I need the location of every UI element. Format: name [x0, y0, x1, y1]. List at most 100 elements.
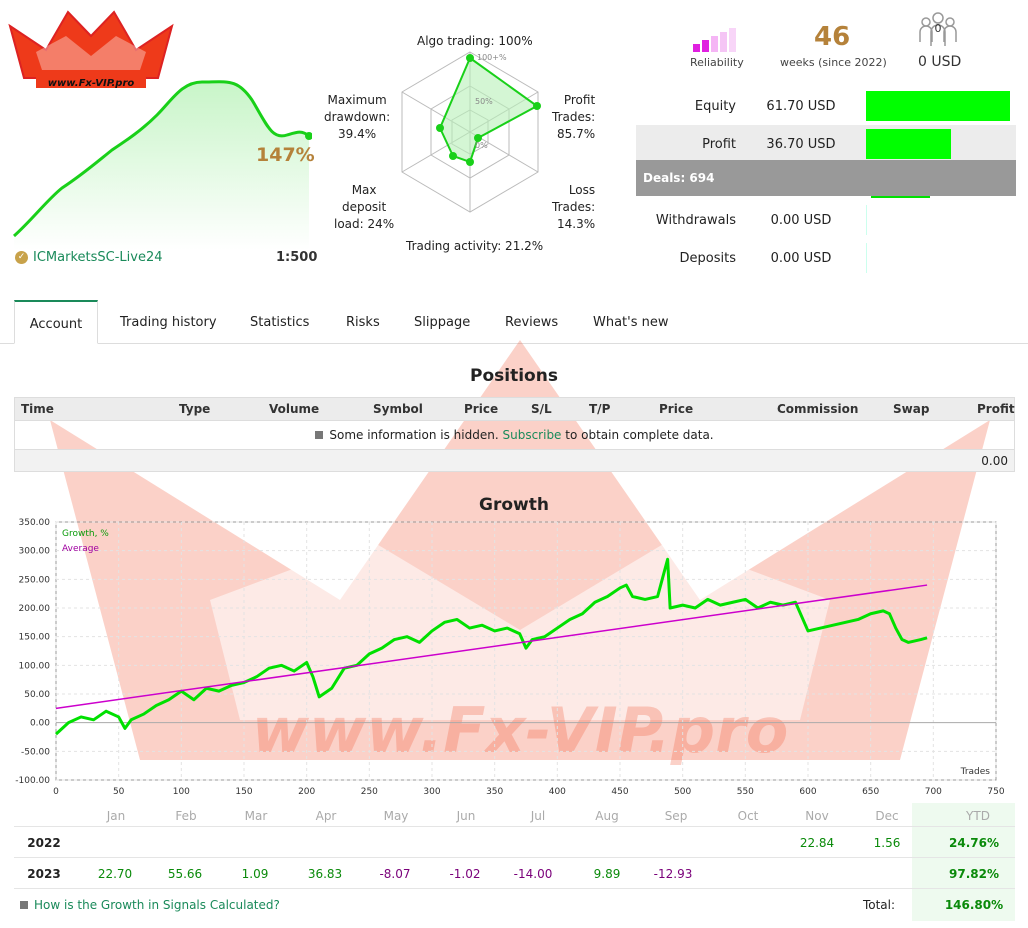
tab-bar: Account Trading history Statistics Risks…: [0, 300, 1028, 344]
weeks-count: 46: [814, 22, 851, 52]
subscribers-funds: 0 USD: [918, 54, 962, 70]
ytd-column-bg: [912, 803, 1015, 921]
val-2023-jan: 22.70: [97, 867, 133, 881]
broker-server[interactable]: ✓ ICMarketsSC-Live24: [15, 250, 162, 265]
x-tick-label: 200: [298, 787, 315, 797]
month-apr: Apr: [315, 809, 337, 823]
info-suffix: to obtain complete data.: [565, 428, 714, 442]
tab-whats-new[interactable]: What's new: [593, 315, 669, 330]
ytd-2023: 97.82%: [949, 867, 999, 881]
growth-help-link[interactable]: How is the Growth in Signals Calculated?: [34, 898, 280, 912]
val-2023-aug: 9.89: [593, 867, 621, 881]
month-aug: Aug: [595, 809, 619, 823]
month-feb: Feb: [175, 809, 197, 823]
fx-vip-watermark: www.Fx-VIP.pro: [50, 340, 990, 767]
growth-help: How is the Growth in Signals Calculated?: [20, 898, 280, 912]
reliability-bars-icon[interactable]: [693, 28, 743, 52]
col-price-close: Price: [659, 402, 694, 416]
total-value: 146.80%: [944, 898, 1004, 912]
tab-risks[interactable]: Risks: [346, 315, 380, 330]
radar-profit-line1: Profit: [563, 93, 596, 107]
growth-chart: 0 50 100 150 200 250 300 350 400 450 500 550 600 650 7…: [15, 518, 1005, 797]
tab-account[interactable]: Account: [14, 300, 98, 344]
val-2023-may: -8.07: [379, 867, 411, 881]
year-2022: 2022: [27, 836, 61, 850]
y-tick-label: -100.00: [15, 776, 50, 786]
val-2023-jul: -14.00: [513, 867, 553, 881]
x-tick-label: 600: [799, 787, 816, 797]
col-profit: Profit: [977, 402, 1015, 416]
withdrawals-row: Withdrawals 0.00 USD: [636, 201, 1016, 239]
radar-scale-min: 0%: [475, 141, 488, 150]
y-tick-label: 50.00: [24, 690, 50, 700]
tab-trading-history[interactable]: Trading history: [120, 315, 217, 330]
withdrawals-bar: [866, 205, 867, 235]
fx-vip-logo: www.Fx-VIP.pro: [8, 10, 174, 89]
y-tick-label: 300.00: [19, 547, 51, 557]
tab-reviews[interactable]: Reviews: [505, 315, 559, 330]
deposits-bar: [866, 243, 867, 273]
ytd-2022: 24.76%: [949, 836, 999, 850]
val-2023-apr: 36.83: [307, 867, 343, 881]
help-square-icon: [20, 901, 28, 909]
monthly-row-2023: 2023 22.70 55.66 1.09 36.83 -8.07 -1.02 …: [14, 858, 1015, 889]
col-price: Price: [464, 402, 499, 416]
x-tick-label: 50: [113, 787, 125, 797]
growth-title: Growth: [479, 495, 549, 515]
x-tick-label: 250: [361, 787, 378, 797]
month-jan: Jan: [106, 809, 126, 823]
deposits-label: Deposits: [679, 250, 736, 266]
deposits-row: Deposits 0.00 USD: [636, 239, 1016, 277]
deals-bar: [871, 196, 930, 198]
leverage: 1:500: [276, 250, 318, 265]
radar-algo-label: Algo trading: 100%: [417, 34, 533, 48]
equity-label: Equity: [694, 98, 736, 114]
month-nov: Nov: [805, 809, 829, 823]
subscribe-link[interactable]: Subscribe: [502, 428, 562, 442]
info-prefix: Some information is hidden.: [329, 428, 499, 442]
radar-load-line1: Max: [351, 183, 377, 197]
weeks-label: weeks (since 2022): [780, 56, 887, 69]
monthly-header: Jan Feb Mar Apr May Jun Jul Aug Sep Oct …: [14, 803, 1015, 827]
equity-value: 61.70 USD: [766, 98, 836, 114]
month-may: May: [383, 809, 409, 823]
positions-hidden-info: Some information is hidden. Subscribe to…: [14, 421, 1015, 449]
y-tick-label: 200.00: [19, 604, 51, 614]
tab-statistics[interactable]: Statistics: [250, 315, 310, 330]
radar-drawdown-line1: Maximum: [327, 93, 387, 107]
month-dec: Dec: [875, 809, 899, 823]
x-tick-label: 550: [737, 787, 754, 797]
month-jul: Jul: [530, 809, 546, 823]
x-tick-label: 300: [423, 787, 440, 797]
profit-bar: [866, 129, 951, 159]
y-tick-label: 100.00: [19, 661, 51, 671]
broker-name[interactable]: ICMarketsSC-Live24: [33, 250, 163, 265]
radar-scale-max: 100+%: [477, 53, 507, 62]
profit-row: Profit 36.70 USD: [636, 125, 1016, 163]
profit-label: Profit: [702, 136, 736, 152]
y-tick-label: -50.00: [21, 747, 50, 757]
subscribers-count: 0: [935, 22, 942, 35]
radar-drawdown-label: Maximum drawdown: 39.4%: [324, 92, 390, 143]
month-oct: Oct: [737, 809, 759, 823]
positions-title: Positions: [470, 366, 558, 386]
x-tick-label: 500: [674, 787, 691, 797]
tab-slippage[interactable]: Slippage: [414, 315, 471, 330]
val-2023-mar: 1.09: [241, 867, 269, 881]
radar-loss-label: Loss Trades: 14.3%: [552, 182, 595, 233]
month-sep: Sep: [664, 809, 688, 823]
val-2022-dec: 1.56: [873, 836, 901, 850]
radar-profit-line2: Trades:: [552, 110, 596, 124]
svg-text:www.Fx-VIP.pro: www.Fx-VIP.pro: [48, 78, 135, 89]
x-tick-label: 750: [987, 787, 1004, 797]
monthly-table: Jan Feb Mar Apr May Jun Jul Aug Sep Oct …: [14, 803, 1015, 921]
month-ytd: YTD: [966, 809, 990, 823]
info-square-icon: [315, 431, 324, 439]
x-tick-label: 650: [862, 787, 879, 797]
val-2022-nov: 22.84: [799, 836, 835, 850]
watermark-text: www.Fx-VIP.pro: [252, 694, 789, 767]
col-time: Time: [21, 402, 54, 416]
subscribers-icon[interactable]: 0: [917, 10, 959, 50]
radar-load-line2: deposit: [341, 200, 387, 214]
radar-chart: 100+% 50% 0%: [401, 51, 541, 213]
